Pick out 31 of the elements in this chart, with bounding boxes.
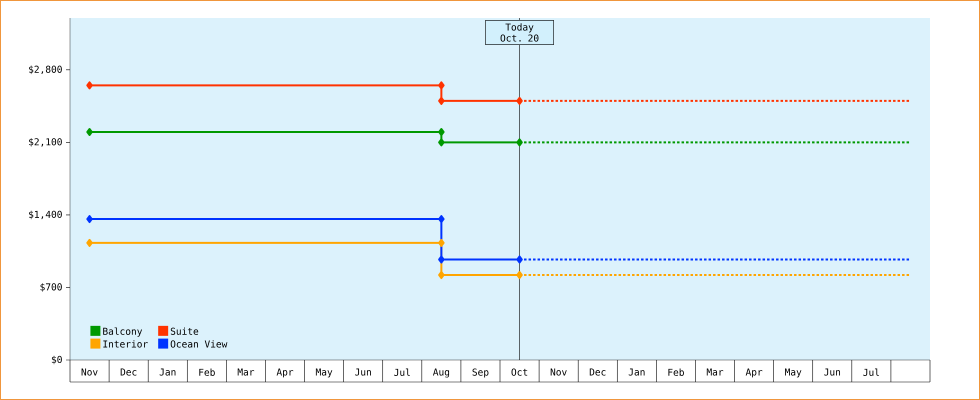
x-tick-label: May <box>316 368 332 378</box>
legend-label: Suite <box>170 328 198 335</box>
x-tick-label: Apr <box>276 368 294 378</box>
y-tick-label: $2,100 <box>29 138 62 147</box>
legend-label: Balcony <box>103 327 142 337</box>
y-tick-label: $700 <box>40 283 62 292</box>
x-tick-label: Jun <box>355 368 371 376</box>
x-tick-label: Oct <box>512 368 528 376</box>
y-tick-label: $1,400 <box>29 210 62 220</box>
x-tick-label: Dec <box>120 368 136 376</box>
x-tick-label: Mar <box>706 368 724 376</box>
x-tick-label: Jun <box>824 368 840 376</box>
x-tick-label: Jul <box>863 368 880 376</box>
x-tick-label: Nov <box>82 368 98 376</box>
y-tick-label: $0 <box>52 356 62 364</box>
x-tick-label: Feb <box>199 368 215 376</box>
ref-line-label: Today Oct. 20 <box>500 23 538 42</box>
x-tick-label: Sep <box>472 368 488 378</box>
x-tick-label: Feb <box>668 368 684 376</box>
x-tick-label: Nov <box>550 368 567 376</box>
x-tick-label: Aug <box>432 368 450 378</box>
legend-label: Interior <box>103 340 148 348</box>
y-tick-label: $2,800 <box>29 66 62 74</box>
x-tick-label: Dec <box>590 368 606 376</box>
x-tick-label: Apr <box>746 368 762 378</box>
x-tick-label: May <box>785 368 802 378</box>
x-tick-label: Mar <box>238 368 254 376</box>
x-tick-label: Jan <box>160 368 176 376</box>
legend-label: Ocean View <box>170 340 228 348</box>
x-tick-label: Jan <box>628 368 645 376</box>
x-tick-label: Jul <box>394 368 410 376</box>
